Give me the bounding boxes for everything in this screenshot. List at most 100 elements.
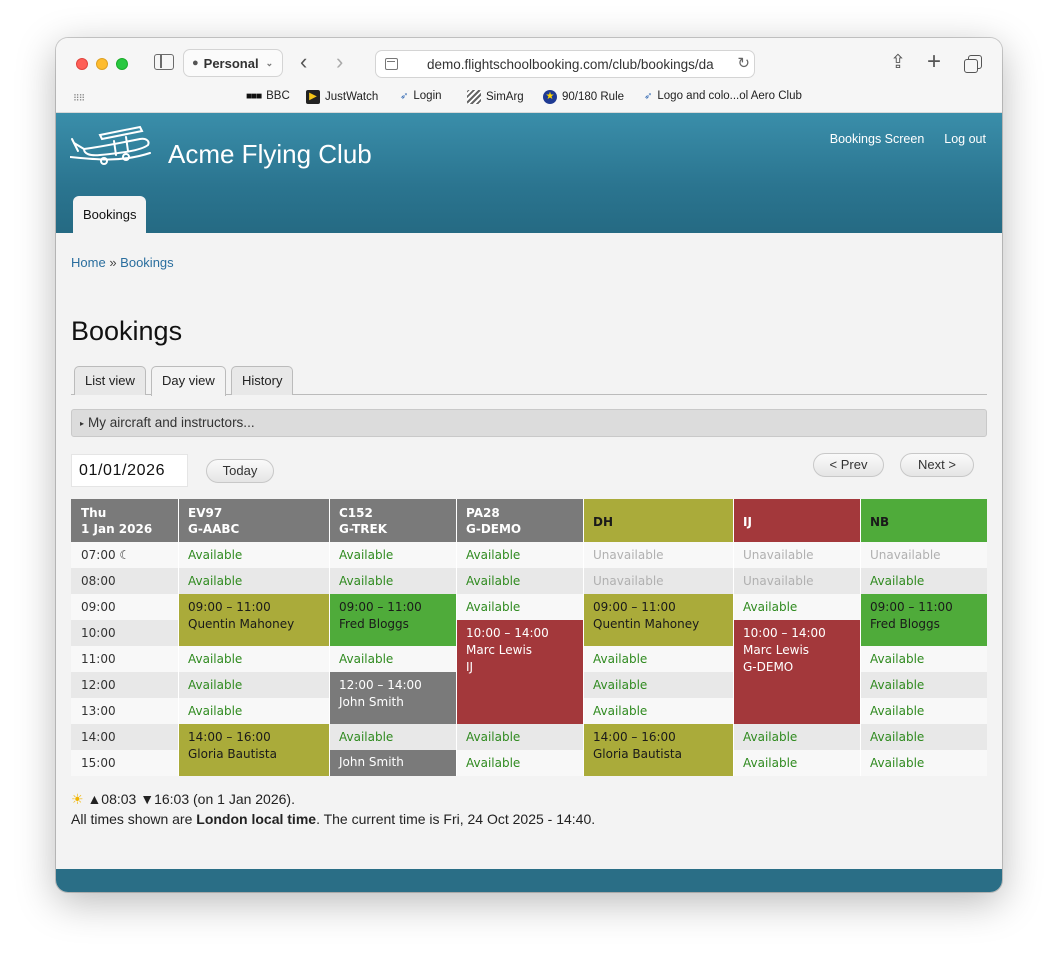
next-day-button[interactable]: Next > <box>900 453 974 477</box>
airplane-logo-icon[interactable] <box>70 121 154 169</box>
available-slot[interactable]: Available <box>178 698 329 724</box>
booking-block[interactable]: 09:00 – 11:00 Quentin Mahoney <box>178 594 329 646</box>
booking-person: Fred Bloggs <box>339 617 409 631</box>
grid-header-ev97[interactable]: EV97 G-AABC <box>178 499 329 542</box>
profile-selector[interactable]: ● Personal ⌄ <box>183 49 283 77</box>
booking-block[interactable]: John Smith <box>329 750 456 776</box>
favorites-grid-icon[interactable]: ⠿⠿ <box>73 93 85 103</box>
available-slot[interactable]: Available <box>178 568 329 594</box>
bookmark-login[interactable]: ➶ Login <box>400 90 442 102</box>
bookings-screen-link[interactable]: Bookings Screen <box>829 132 925 146</box>
page-title: Bookings <box>71 316 183 346</box>
available-slot[interactable]: Available <box>583 698 733 724</box>
today-button[interactable]: Today <box>206 459 274 483</box>
time-slot-label: 15:00 <box>71 750 178 776</box>
booking-block[interactable]: 10:00 – 14:00 Marc Lewis G-DEMO <box>733 620 860 724</box>
available-slot[interactable]: Available <box>178 672 329 698</box>
tab-overview-icon[interactable] <box>964 55 982 73</box>
grid-header-nb[interactable]: NB <box>860 499 987 542</box>
header-resource-name: PA28 <box>466 506 500 520</box>
zoom-window-button[interactable] <box>116 58 128 70</box>
available-slot[interactable]: Available <box>329 568 456 594</box>
booking-time: 14:00 – 16:00 <box>593 730 676 744</box>
sidebar-toggle-icon[interactable] <box>154 54 174 70</box>
available-slot[interactable]: Available <box>860 568 987 594</box>
available-slot[interactable]: Available <box>456 542 583 568</box>
booking-block[interactable]: 09:00 – 11:00 Fred Bloggs <box>860 594 987 646</box>
grid-header-pa28[interactable]: PA28 G-DEMO <box>456 499 583 542</box>
available-slot[interactable]: Available <box>733 750 860 776</box>
time-slot-label: 09:00 <box>71 594 178 620</box>
page-settings-icon[interactable] <box>385 58 398 70</box>
bookmark-justwatch[interactable]: ▶ JustWatch <box>306 90 378 104</box>
available-slot[interactable]: Available <box>733 594 860 620</box>
minimize-window-button[interactable] <box>96 58 108 70</box>
timezone-name: London local time <box>196 811 317 827</box>
unavailable-slot: Unavailable <box>860 542 987 568</box>
breadcrumb-home-link[interactable]: Home <box>71 255 106 270</box>
header-resource-name: IJ <box>743 515 752 529</box>
prev-day-button[interactable]: < Prev <box>813 453 884 477</box>
tab-bookings[interactable]: Bookings <box>73 196 147 233</box>
bookmark-bbc[interactable]: ■■■ BBC <box>246 90 290 102</box>
address-bar[interactable]: demo.flightschoolbooking.com/club/bookin… <box>375 50 755 78</box>
browser-toolbar: ● Personal ⌄ ‹ › demo.flightschoolbookin… <box>56 38 1002 113</box>
booking-block[interactable]: 14:00 – 16:00 Gloria Bautista <box>583 724 733 776</box>
back-arrow-icon[interactable]: ‹ <box>300 49 308 74</box>
unavailable-slot: Unavailable <box>583 568 733 594</box>
bookmarks-bar: ■■■ BBC ▶ JustWatch ➶ Login SimArg ★ 90/180 … <box>56 88 1002 108</box>
booking-time: 14:00 – 16:00 <box>188 730 271 744</box>
available-slot[interactable]: Available <box>860 672 987 698</box>
available-slot[interactable]: Available <box>860 646 987 672</box>
available-slot[interactable]: Available <box>583 646 733 672</box>
bookmark-simarg[interactable]: SimArg <box>467 90 524 104</box>
url-text[interactable]: demo.flightschoolbooking.com/club/bookin… <box>427 57 714 72</box>
header-weekday: Thu <box>81 506 107 520</box>
close-window-button[interactable] <box>76 58 88 70</box>
bookmark-90-180-rule[interactable]: ★ 90/180 Rule <box>543 90 624 104</box>
available-slot[interactable]: Available <box>456 724 583 750</box>
available-slot[interactable]: Available <box>329 542 456 568</box>
new-tab-icon[interactable]: + <box>927 48 942 75</box>
grid-header-c152[interactable]: C152 G-TREK <box>329 499 456 542</box>
booking-block[interactable]: 10:00 – 14:00 Marc Lewis IJ <box>456 620 583 724</box>
booking-block[interactable]: 09:00 – 11:00 Quentin Mahoney <box>583 594 733 646</box>
available-slot[interactable]: Available <box>583 672 733 698</box>
header-date: 1 Jan 2026 <box>81 522 153 536</box>
grid-column-divider <box>860 499 861 776</box>
time-slot-label: 14:00 <box>71 724 178 750</box>
my-aircraft-instructors-toggle[interactable]: ▸ My aircraft and instructors... <box>71 409 987 437</box>
available-slot[interactable]: Available <box>178 542 329 568</box>
log-out-link[interactable]: Log out <box>944 132 986 146</box>
available-slot[interactable]: Available <box>329 646 456 672</box>
available-slot[interactable]: Available <box>860 724 987 750</box>
tab-history[interactable]: History <box>231 366 294 395</box>
site-title[interactable]: Acme Flying Club <box>168 139 372 169</box>
date-field[interactable]: 01/01/2026 <box>71 454 188 487</box>
bookmark-logo-and-colo[interactable]: ➶ Logo and colo...ol Aero Club <box>644 90 802 102</box>
unavailable-slot: Unavailable <box>733 542 860 568</box>
share-icon[interactable]: ⇪ <box>890 52 906 73</box>
booking-resource: G-DEMO <box>743 660 794 674</box>
tab-list-view[interactable]: List view <box>74 366 146 395</box>
available-slot[interactable]: Available <box>178 646 329 672</box>
available-slot[interactable]: Available <box>456 568 583 594</box>
available-slot[interactable]: Available <box>456 594 583 620</box>
timezone-note: All times shown are London local time. T… <box>71 811 596 827</box>
available-slot[interactable]: Available <box>860 698 987 724</box>
profile-label: Personal <box>203 55 259 71</box>
header-registration: G-TREK <box>339 522 387 536</box>
grid-header-dh[interactable]: DH <box>583 499 733 542</box>
reload-icon[interactable]: ↻ <box>737 55 750 72</box>
breadcrumb-bookings-link[interactable]: Bookings <box>120 255 174 270</box>
booking-block[interactable]: 09:00 – 11:00 Fred Bloggs <box>329 594 456 646</box>
booking-block[interactable]: 12:00 – 14:00 John Smith <box>329 672 456 724</box>
available-slot[interactable]: Available <box>860 750 987 776</box>
booking-block[interactable]: 14:00 – 16:00 Gloria Bautista <box>178 724 329 776</box>
available-slot[interactable]: Available <box>456 750 583 776</box>
tab-day-view[interactable]: Day view <box>151 366 226 396</box>
grid-header-ij[interactable]: IJ <box>733 499 860 542</box>
available-slot[interactable]: Available <box>329 724 456 750</box>
forward-arrow-icon[interactable]: › <box>336 49 344 74</box>
available-slot[interactable]: Available <box>733 724 860 750</box>
